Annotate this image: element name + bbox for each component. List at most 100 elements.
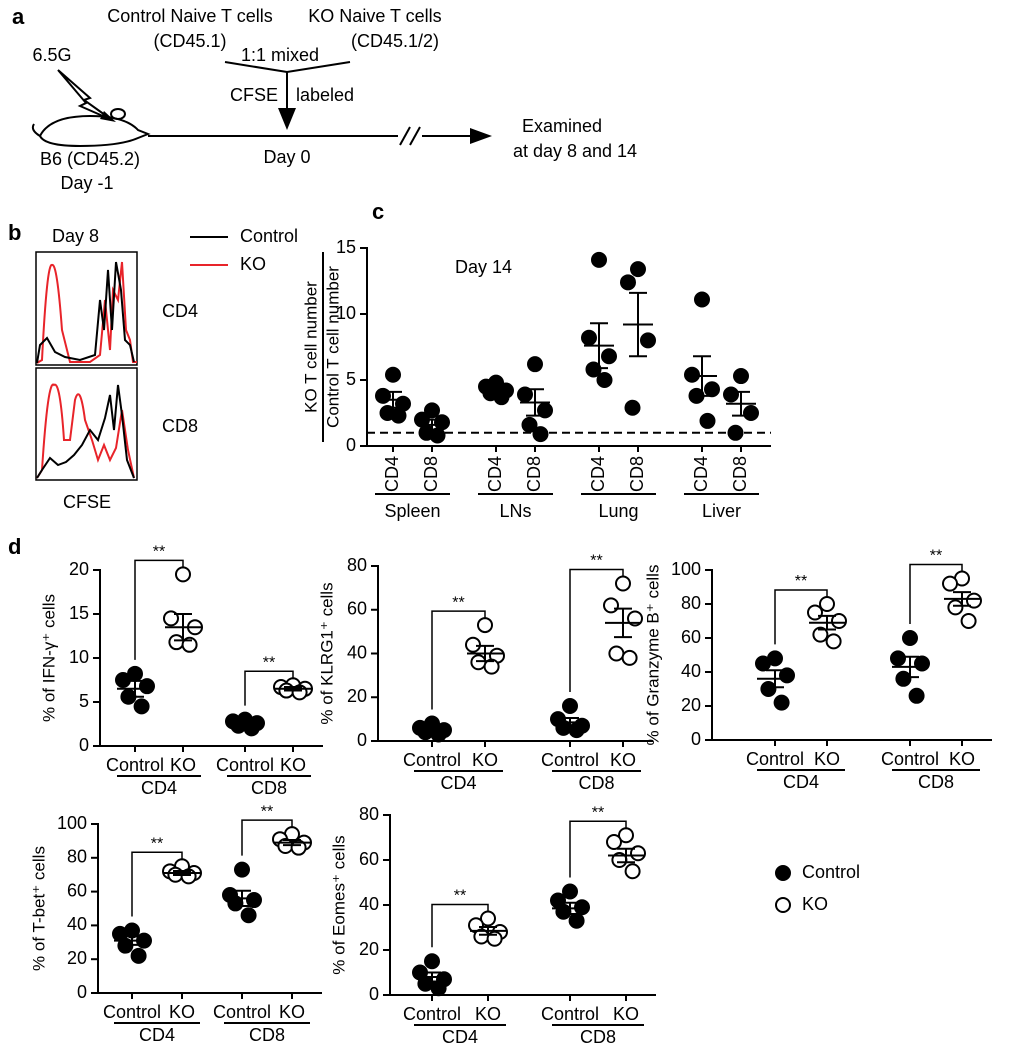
group-label: CD4 <box>783 772 819 792</box>
error-bar <box>284 686 302 692</box>
x-tick-label: CD8 <box>627 456 647 492</box>
data-point <box>727 424 744 441</box>
x-tick-label: KO <box>613 1004 639 1024</box>
y-tick-label: 80 <box>67 847 87 867</box>
arrow-head <box>278 108 296 130</box>
y-tick-label: 20 <box>69 559 89 579</box>
group-label: Liver <box>702 501 741 521</box>
error-bar <box>901 655 919 679</box>
x-tick-label: Control <box>541 1004 599 1024</box>
data-point <box>812 626 829 643</box>
data-point <box>694 291 710 308</box>
x-tick-label: CD8 <box>421 456 441 492</box>
x-tick-label: KO <box>610 750 636 770</box>
error-bar <box>384 390 402 409</box>
data-point <box>942 575 958 592</box>
histograms: Day 8 Control KO CD4 CD8 CFSE <box>35 226 298 512</box>
x-tick-label: Control <box>216 755 274 775</box>
arrow-head <box>470 128 492 144</box>
x-tick-label: Control <box>103 1002 161 1022</box>
error-bar <box>561 717 579 728</box>
y-tick-label: 80 <box>359 804 379 824</box>
y-tick-label: 0 <box>79 735 89 755</box>
mixed-label: 1:1 mixed <box>241 45 319 65</box>
data-point <box>591 251 607 268</box>
irradiation-label: 6.5G <box>32 45 71 65</box>
error-bar <box>174 613 192 642</box>
examined-days: at day 8 and 14 <box>513 141 637 161</box>
break-mark <box>409 126 421 146</box>
x-tick-label: KO <box>949 749 975 769</box>
x-tick-label: KO <box>814 749 840 769</box>
data-point <box>477 617 493 634</box>
x-tick-label: CD4 <box>691 456 711 492</box>
data-point <box>755 655 771 672</box>
y-axis-label: % of T-bet⁺ cells <box>29 846 48 971</box>
data-point <box>760 681 777 697</box>
y-tick-label: 40 <box>681 661 701 681</box>
x-tick-label: KO <box>475 1004 501 1024</box>
significance-bracket <box>241 819 293 856</box>
x-tick-label: Control <box>403 750 461 770</box>
break-mark <box>399 126 411 146</box>
chart-title: Day 14 <box>455 257 512 277</box>
group-label: CD8 <box>580 1027 616 1047</box>
legend-label: Control <box>802 862 860 882</box>
data-point <box>743 405 759 421</box>
data-point <box>434 414 450 431</box>
x-tick-label: Control <box>213 1002 271 1022</box>
row-label: CD8 <box>162 416 198 436</box>
group-label: LNs <box>499 501 531 521</box>
error-bar <box>766 669 784 689</box>
histogram-curve <box>36 384 135 479</box>
host-day: Day -1 <box>60 173 113 193</box>
y-tick-label: 60 <box>681 627 701 647</box>
error-bar <box>423 725 441 733</box>
y-tick-label: 40 <box>67 914 87 934</box>
x-tick-label: CD4 <box>485 456 505 492</box>
x-axis-label: CFSE <box>63 492 111 512</box>
mouse-ear <box>110 108 126 120</box>
data-point <box>831 613 847 629</box>
significance-bracket <box>131 851 183 917</box>
y-axis-label: Control T cell number <box>323 266 342 428</box>
data-point <box>807 604 823 621</box>
day0-label: Day 0 <box>263 147 310 167</box>
data-point <box>902 630 918 646</box>
data-point <box>527 356 543 373</box>
histogram-frame <box>35 251 138 366</box>
legend-label: Control <box>240 226 298 246</box>
data-point <box>385 366 401 383</box>
data-point <box>733 368 749 385</box>
x-tick-label: CD4 <box>588 456 608 492</box>
significance-bracket <box>569 820 627 878</box>
y-tick-label: 40 <box>359 894 379 914</box>
group-label: Spleen <box>384 501 440 521</box>
data-point <box>699 412 716 429</box>
data-point <box>908 687 925 704</box>
schematic: Control Naive T cells (CD45.1) KO Naive … <box>31 6 637 193</box>
data-point <box>615 575 631 592</box>
data-point <box>825 633 842 650</box>
data-point <box>470 654 487 671</box>
data-point <box>947 599 964 616</box>
error-bar <box>953 591 971 607</box>
significance-bracket <box>244 670 294 706</box>
group-label: CD8 <box>578 773 614 793</box>
x-tick-label: KO <box>280 755 306 775</box>
y-axis-label: KO T cell number <box>301 281 320 413</box>
error-bar <box>561 901 579 915</box>
host-label: B6 (CD45.2) <box>40 149 140 169</box>
significance-bracket <box>774 589 828 645</box>
data-point <box>240 907 257 924</box>
data-point <box>621 649 638 666</box>
row-label: CD4 <box>162 301 198 321</box>
significance-bracket <box>431 903 489 948</box>
data-point <box>246 892 262 909</box>
data-point <box>630 261 646 278</box>
error-bar <box>818 614 836 631</box>
y-tick-label: 10 <box>69 647 89 667</box>
x-tick-label: CD8 <box>524 456 544 492</box>
error-bar <box>693 355 711 397</box>
data-point <box>465 636 481 653</box>
